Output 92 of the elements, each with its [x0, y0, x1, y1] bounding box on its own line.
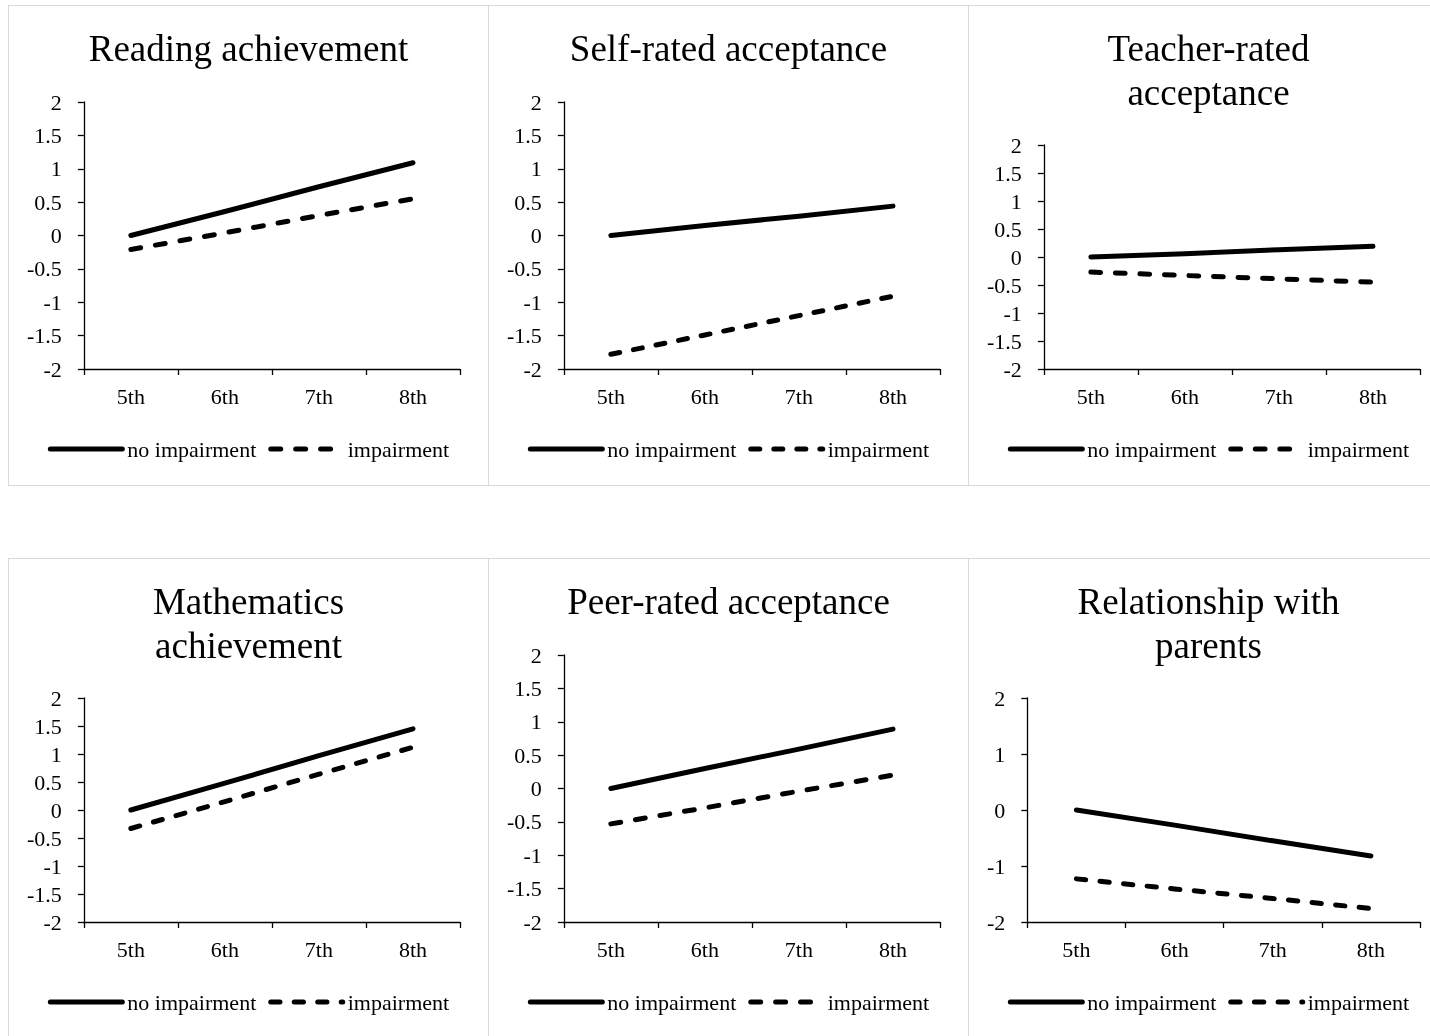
legend-label: no impairment [1087, 989, 1217, 1015]
y-tick-label: -1 [523, 842, 542, 868]
y-tick-label: 1 [1010, 188, 1022, 214]
legend-label: no impairment [127, 989, 257, 1015]
y-tick-label: 1 [530, 709, 542, 735]
legend-label: impairment [1307, 436, 1410, 462]
x-tick-label: 6th [210, 936, 239, 962]
x-tick-label: 8th [1356, 936, 1385, 962]
legend-label: no impairment [607, 436, 737, 462]
y-tick-label: 1 [994, 741, 1006, 767]
legend-label: no impairment [1087, 436, 1217, 462]
y-tick-label: -2 [43, 356, 62, 382]
y-tick-label: -1 [43, 289, 62, 315]
x-tick-label: 7th [1264, 383, 1293, 409]
x-tick-label: 7th [304, 383, 333, 409]
y-tick-label: 0.5 [994, 216, 1022, 242]
y-tick-label: -0.5 [507, 256, 542, 282]
y-tick-label: 2 [994, 685, 1006, 711]
y-tick-label: -1.5 [507, 876, 542, 902]
y-tick-label: 2 [50, 685, 62, 711]
x-tick-label: 8th [878, 383, 908, 409]
y-tick-label: 0 [530, 223, 542, 248]
y-tick-label: -0.5 [987, 272, 1022, 298]
y-tick-label: 2 [1010, 132, 1022, 158]
chart-title: Peer-rated acceptance [567, 580, 890, 622]
legend-label: impairment [347, 436, 450, 462]
y-tick-label: -1.5 [987, 328, 1022, 354]
x-tick-label: 8th [398, 383, 428, 409]
x-tick-label: 6th [1170, 383, 1199, 409]
y-tick-label: 1.5 [34, 122, 62, 148]
legend-label: impairment [347, 989, 450, 1015]
legend-label: impairment [827, 436, 930, 462]
y-tick-label: -0.5 [27, 825, 62, 851]
x-tick-label: 6th [690, 936, 719, 962]
y-tick-label: 0.5 [34, 189, 62, 215]
y-tick-label: -1.5 [507, 323, 542, 349]
y-tick-label: -0.5 [507, 809, 542, 835]
x-tick-label: 7th [304, 936, 333, 962]
x-tick-label: 6th [690, 383, 719, 409]
y-tick-label: 2 [50, 89, 62, 115]
chart-title: Reading achievement [88, 27, 409, 69]
x-tick-label: 7th [1258, 936, 1287, 962]
y-tick-label: -2 [987, 909, 1006, 935]
x-tick-label: 8th [878, 936, 908, 962]
y-tick-label: 0.5 [514, 742, 542, 768]
y-tick-label: -0.5 [27, 256, 62, 282]
y-tick-label: 1.5 [34, 713, 62, 739]
y-tick-label: 0 [530, 776, 542, 801]
y-tick-label: -2 [1003, 356, 1022, 382]
legend-label: impairment [827, 989, 930, 1015]
x-tick-label: 5th [1062, 936, 1091, 962]
x-tick-label: 5th [596, 936, 625, 962]
y-tick-label: 1 [50, 156, 62, 182]
chart-title: Self-rated acceptance [569, 27, 888, 69]
y-tick-label: -1 [43, 853, 62, 879]
y-tick-label: -1 [523, 289, 542, 315]
y-tick-label: 0.5 [34, 769, 62, 795]
legend-label: no impairment [127, 436, 257, 462]
y-tick-label: -1.5 [27, 881, 62, 907]
x-tick-label: 7th [784, 936, 813, 962]
y-tick-label: 0 [994, 797, 1006, 823]
y-tick-label: -2 [523, 356, 542, 382]
legend-label: impairment [1307, 989, 1410, 1015]
y-tick-label: -2 [523, 909, 542, 935]
y-tick-label: 1.5 [514, 122, 542, 148]
y-tick-label: 2 [530, 642, 542, 668]
x-tick-label: 8th [1358, 383, 1388, 409]
legend-label: no impairment [607, 989, 737, 1015]
y-tick-label: 2 [530, 89, 542, 115]
x-tick-label: 5th [596, 383, 625, 409]
y-tick-label: 1.5 [994, 160, 1022, 186]
y-tick-label: 0 [50, 797, 62, 823]
y-tick-label: 1.5 [514, 675, 542, 701]
y-tick-label: 0.5 [514, 189, 542, 215]
x-tick-label: 6th [210, 383, 239, 409]
y-tick-label: 0 [1010, 244, 1022, 270]
chart-title: Mathematics achievement [152, 580, 345, 666]
y-tick-label: 0 [50, 223, 62, 248]
y-tick-label: 1 [50, 741, 62, 767]
y-tick-label: -1 [1003, 300, 1022, 326]
x-tick-label: 5th [1076, 383, 1105, 409]
x-tick-label: 8th [398, 936, 428, 962]
y-tick-label: -1.5 [27, 323, 62, 349]
y-tick-label: 1 [530, 156, 542, 182]
y-tick-label: -1 [987, 853, 1006, 879]
x-tick-label: 5th [116, 383, 145, 409]
chart-title: Teacher-rated acceptance [1107, 27, 1311, 113]
x-tick-label: 5th [116, 936, 145, 962]
y-tick-label: -2 [43, 909, 62, 935]
chart-title: Relationship with parents [1077, 580, 1341, 666]
x-tick-label: 7th [784, 383, 813, 409]
x-tick-label: 6th [1160, 936, 1189, 962]
